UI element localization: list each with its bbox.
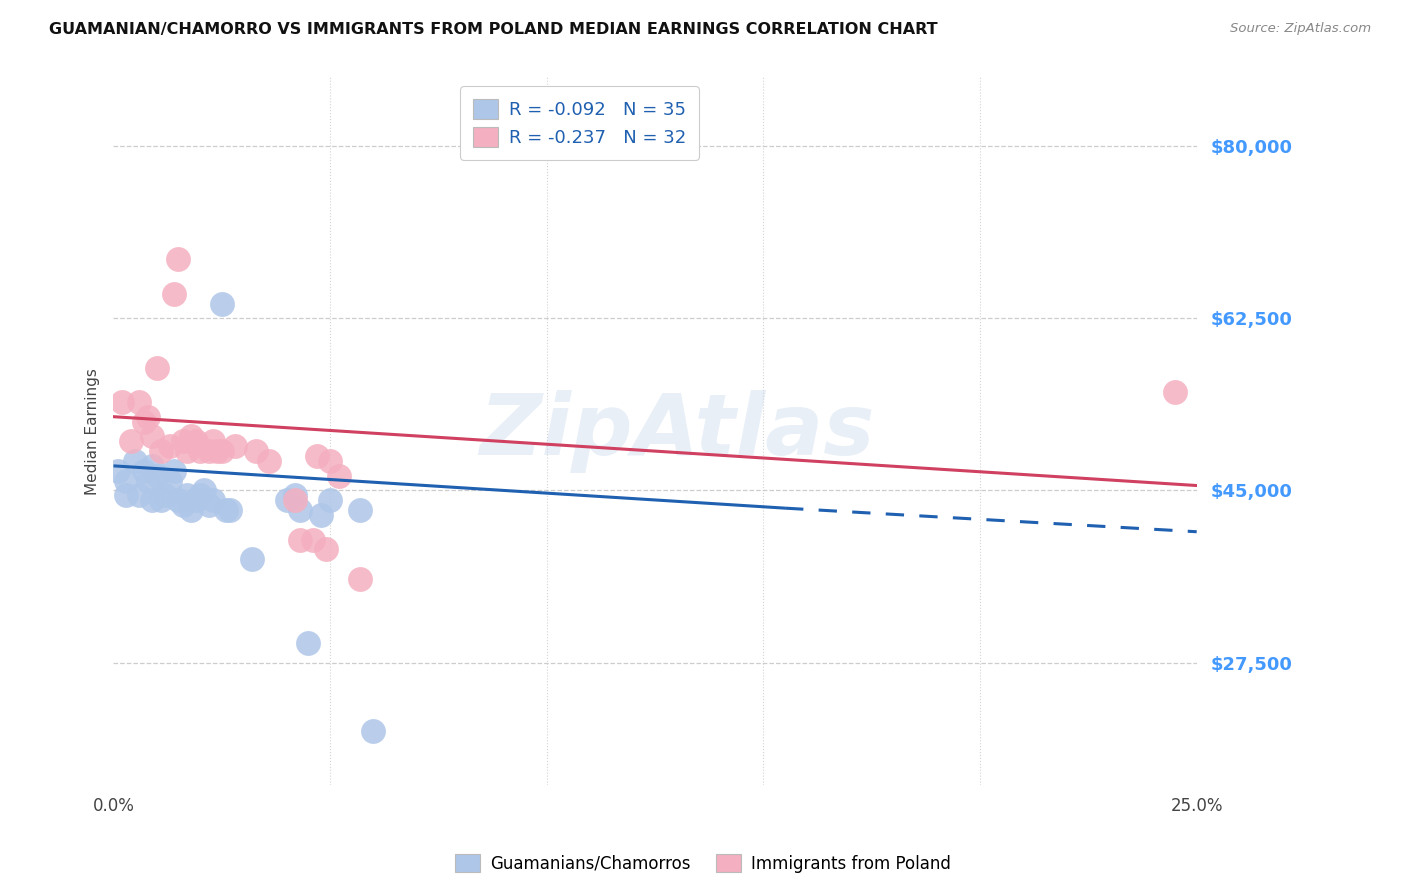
Point <box>132 415 155 429</box>
Point <box>172 498 194 512</box>
Point <box>363 724 385 739</box>
Point <box>319 493 342 508</box>
Point <box>176 488 198 502</box>
Y-axis label: Median Earnings: Median Earnings <box>86 368 100 495</box>
Point <box>107 464 129 478</box>
Point <box>202 434 225 449</box>
Point <box>215 503 238 517</box>
Point <box>150 493 173 508</box>
Point <box>207 444 229 458</box>
Point <box>349 503 371 517</box>
Point <box>240 552 263 566</box>
Point <box>301 533 323 547</box>
Point <box>163 286 186 301</box>
Text: ZipAtlas: ZipAtlas <box>479 390 875 473</box>
Point <box>132 464 155 478</box>
Text: GUAMANIAN/CHAMORRO VS IMMIGRANTS FROM POLAND MEDIAN EARNINGS CORRELATION CHART: GUAMANIAN/CHAMORRO VS IMMIGRANTS FROM PO… <box>49 22 938 37</box>
Point <box>211 444 233 458</box>
Point <box>180 503 202 517</box>
Legend: Guamanians/Chamorros, Immigrants from Poland: Guamanians/Chamorros, Immigrants from Po… <box>449 847 957 880</box>
Point <box>141 429 163 443</box>
Point <box>259 454 281 468</box>
Point <box>284 493 307 508</box>
Point <box>307 449 329 463</box>
Point <box>141 458 163 473</box>
Point <box>176 444 198 458</box>
Point <box>198 444 221 458</box>
Point <box>297 636 319 650</box>
Point <box>211 296 233 310</box>
Point <box>202 493 225 508</box>
Point <box>167 493 190 508</box>
Point <box>155 488 177 502</box>
Legend: R = -0.092   N = 35, R = -0.237   N = 32: R = -0.092 N = 35, R = -0.237 N = 32 <box>460 87 699 160</box>
Point <box>288 533 311 547</box>
Point <box>188 444 211 458</box>
Point <box>219 503 242 517</box>
Point <box>115 474 138 488</box>
Point <box>167 252 190 267</box>
Point <box>311 508 333 522</box>
Point <box>1164 385 1187 400</box>
Point <box>328 468 350 483</box>
Point <box>193 483 215 498</box>
Text: Source: ZipAtlas.com: Source: ZipAtlas.com <box>1230 22 1371 36</box>
Point <box>146 360 169 375</box>
Point <box>115 488 138 502</box>
Point <box>159 439 181 453</box>
Point <box>188 488 211 502</box>
Point <box>128 488 150 502</box>
Point <box>128 395 150 409</box>
Point <box>245 444 267 458</box>
Point <box>319 454 342 468</box>
Point <box>224 439 246 453</box>
Point <box>159 474 181 488</box>
Point <box>180 429 202 443</box>
Point <box>150 444 173 458</box>
Point <box>163 464 186 478</box>
Point <box>136 474 159 488</box>
Point <box>172 434 194 449</box>
Point <box>136 409 159 424</box>
Point <box>120 434 142 449</box>
Point <box>146 468 169 483</box>
Point <box>288 503 311 517</box>
Point <box>124 454 146 468</box>
Point <box>184 493 207 508</box>
Point <box>141 493 163 508</box>
Point <box>184 434 207 449</box>
Point <box>284 488 307 502</box>
Point <box>349 572 371 586</box>
Point <box>315 542 337 557</box>
Point <box>276 493 298 508</box>
Point <box>111 395 134 409</box>
Point <box>198 498 221 512</box>
